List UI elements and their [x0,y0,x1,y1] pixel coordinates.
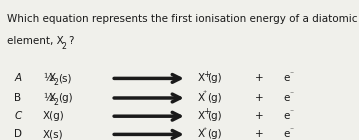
Text: element, X: element, X [7,36,64,46]
Text: X: X [197,129,205,139]
Text: 2: 2 [54,98,59,107]
Text: (g): (g) [58,93,73,103]
Text: (g): (g) [207,93,222,103]
Text: X(g): X(g) [43,111,65,121]
Text: X: X [197,73,205,83]
Text: ⁻: ⁻ [289,126,293,135]
Text: X(s): X(s) [43,129,64,139]
Text: +: + [255,93,264,103]
Text: X: X [197,111,205,121]
Text: (s): (s) [58,73,71,83]
Text: Which equation represents the first ionisation energy of a diatomic: Which equation represents the first ioni… [7,14,358,24]
Text: +: + [255,129,264,139]
Text: +: + [255,111,264,121]
Text: (g): (g) [207,129,222,139]
Text: (g): (g) [207,73,222,83]
Text: B: B [14,93,22,103]
Text: D: D [14,129,22,139]
Text: (g): (g) [207,111,222,121]
Text: ½: ½ [43,93,53,103]
Text: X: X [197,93,205,103]
Text: ⁺: ⁺ [203,89,207,98]
Text: 2: 2 [54,78,59,87]
Text: C: C [14,111,22,121]
Text: ?: ? [68,36,73,46]
Text: +: + [203,108,210,116]
Text: A: A [14,73,22,83]
Text: 2: 2 [61,42,66,51]
Text: e: e [284,73,290,83]
Text: ½: ½ [43,73,53,83]
Text: e: e [284,129,290,139]
Text: +: + [255,73,264,83]
Text: X: X [48,93,56,103]
Text: ⁺: ⁺ [203,126,207,135]
Text: ⁻: ⁻ [289,108,293,116]
Text: X: X [48,73,56,83]
Text: ⁻: ⁻ [289,70,293,79]
Text: +: + [203,70,210,79]
Text: ⁻: ⁻ [289,89,293,98]
Text: e: e [284,111,290,121]
Text: e: e [284,93,290,103]
